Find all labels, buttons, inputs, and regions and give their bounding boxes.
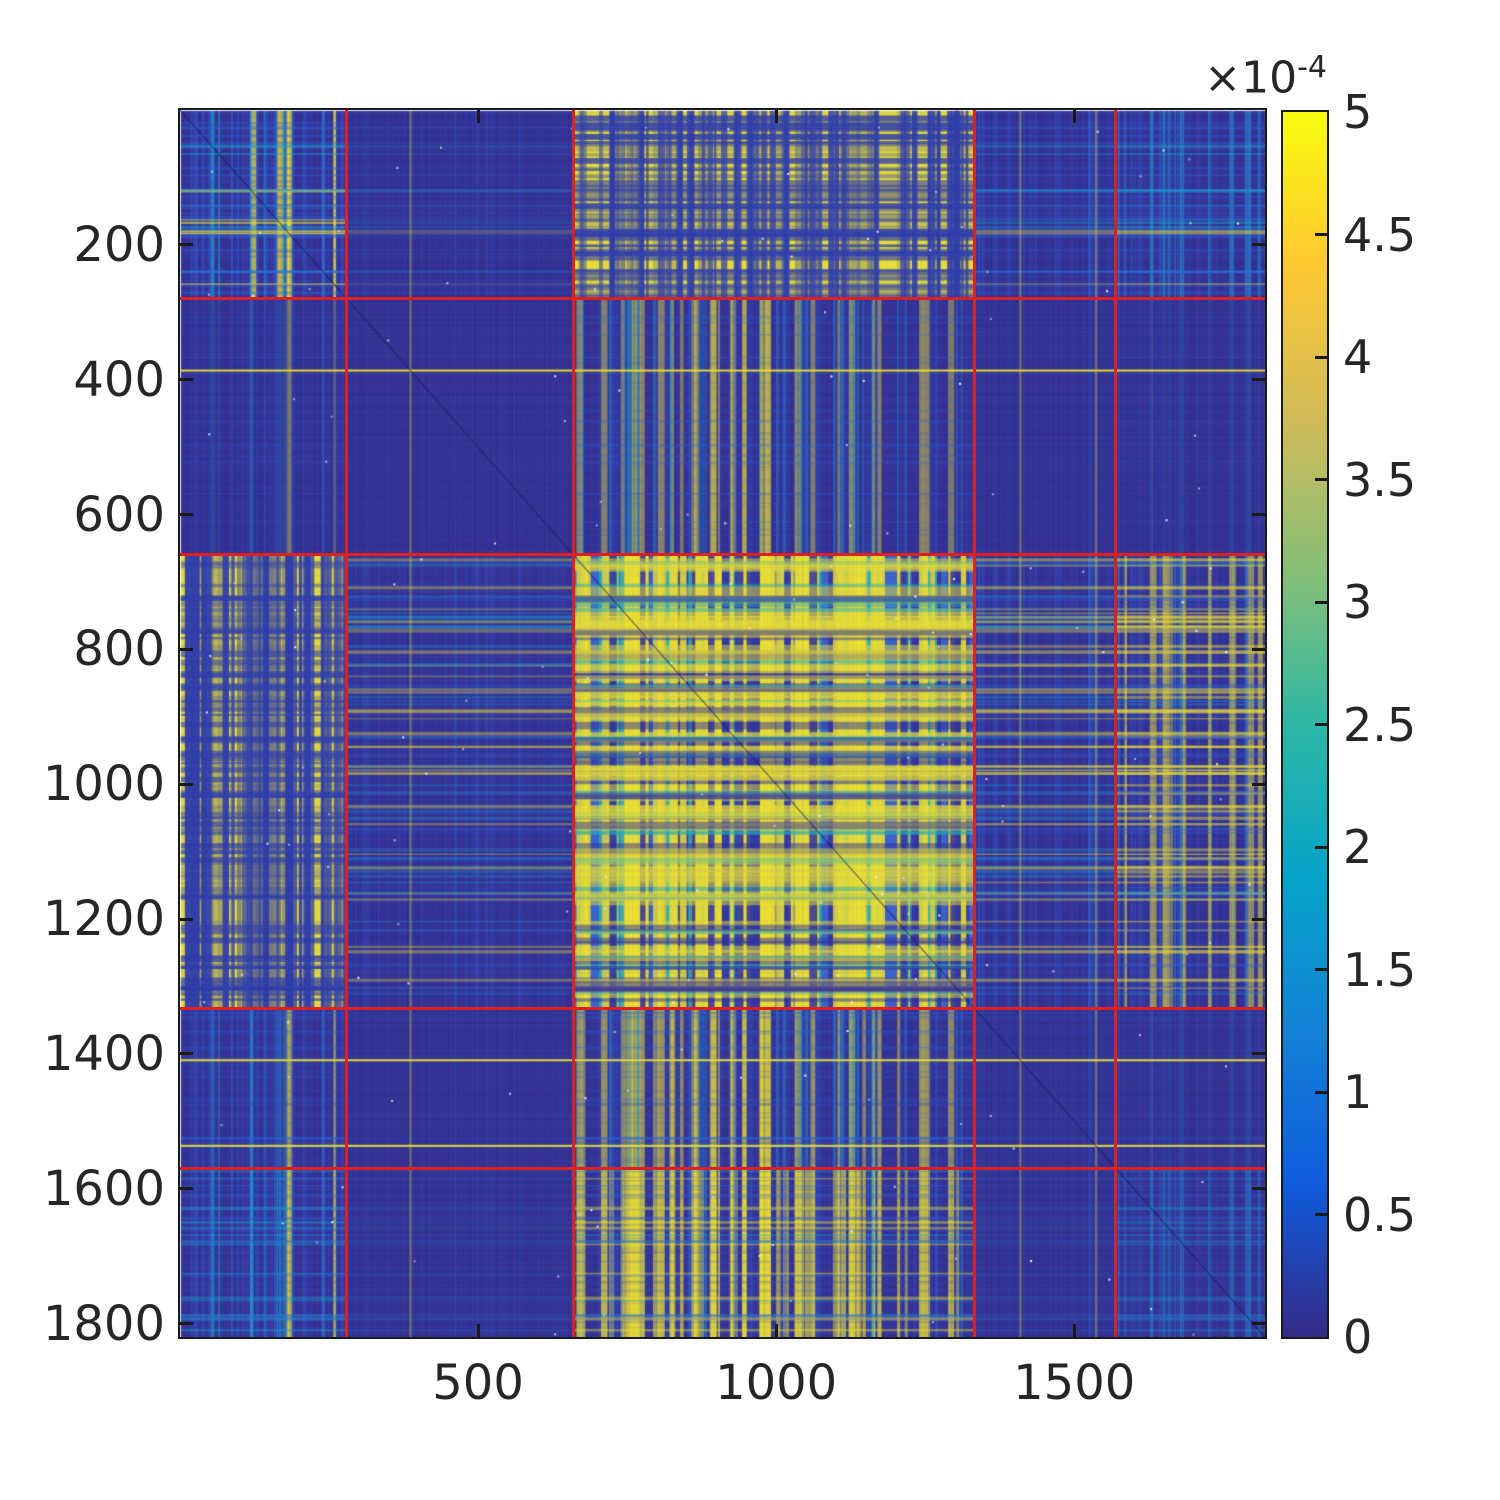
heatmap-canvas — [180, 110, 1265, 1337]
colorbar-tick — [1315, 1213, 1327, 1216]
x-axis-tick-label: 1000 — [715, 1355, 838, 1411]
colorbar-tick — [1315, 1090, 1327, 1094]
y-axis-tick-label: 600 — [73, 486, 165, 543]
colorbar-tick — [1315, 478, 1327, 481]
x-axis-tick-label: 500 — [432, 1355, 524, 1411]
y-axis-tick-label: 1400 — [42, 1025, 165, 1082]
colorbar-tick — [1315, 600, 1327, 604]
colorbar-tick-label: 2 — [1343, 820, 1373, 874]
y-axis-tick-label: 1600 — [42, 1160, 165, 1217]
colorbar-tick-label: 0.5 — [1343, 1187, 1417, 1242]
colorbar-tick — [1315, 723, 1327, 726]
colorbar-tick-label: 1 — [1343, 1065, 1373, 1119]
colorbar-tick-label: 0 — [1343, 1310, 1373, 1364]
y-axis-tick-label: 400 — [73, 351, 165, 408]
colorbar-tick — [1315, 355, 1327, 359]
y-axis-tick-label: 1000 — [42, 756, 165, 813]
colorbar-tick — [1315, 845, 1327, 849]
colorbar-tick — [1315, 233, 1327, 236]
colorbar-tick-label: 2.5 — [1343, 697, 1417, 752]
colorbar-tick — [1315, 968, 1327, 971]
y-axis-tick-label: 800 — [73, 621, 165, 678]
colorbar-tick-label: 4 — [1343, 330, 1373, 384]
colorbar-tick-label: 4.5 — [1343, 207, 1417, 262]
colorbar-tick-label: 5 — [1343, 85, 1373, 139]
colorbar-tick-label: 1.5 — [1343, 942, 1417, 997]
colorbar-tick-label: 3.5 — [1343, 452, 1417, 507]
exponent-mantissa: ×10 — [1204, 52, 1298, 104]
y-axis-tick-label: 1800 — [42, 1295, 165, 1352]
colorbar-tick-label: 3 — [1343, 575, 1373, 629]
colorbar-exponent-label: ×10-4 — [1153, 50, 1327, 104]
x-axis-tick-label: 1500 — [1013, 1355, 1136, 1411]
exponent-power: -4 — [1297, 50, 1327, 85]
y-axis-tick-label: 200 — [73, 216, 165, 273]
y-axis-tick-label: 1200 — [42, 891, 165, 947]
